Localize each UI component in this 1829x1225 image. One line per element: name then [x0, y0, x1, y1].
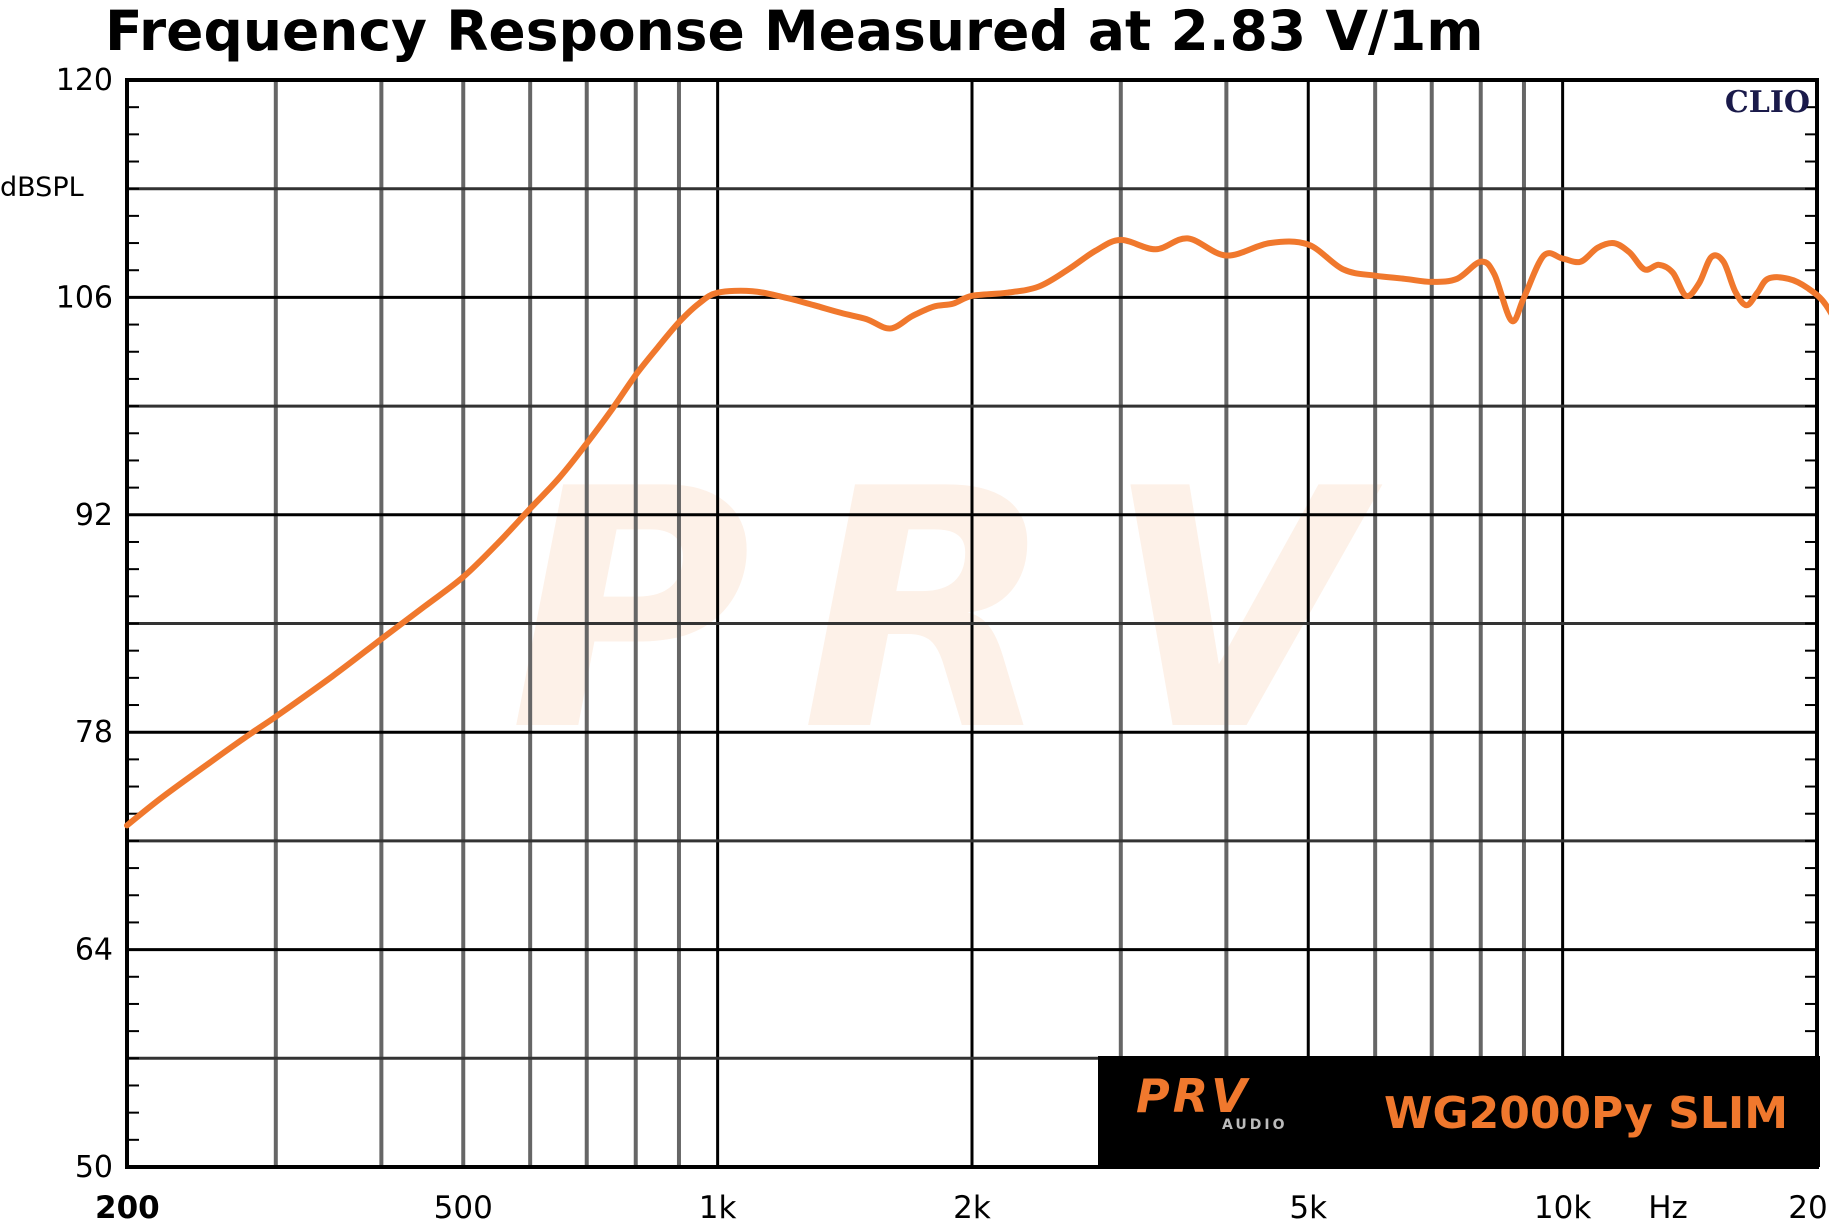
- y-tick-label: 120: [56, 63, 113, 98]
- plot-border: [125, 78, 1819, 1169]
- y-tick-label: 92: [75, 498, 113, 533]
- x-tick-label: 5k: [1289, 1190, 1327, 1225]
- product-badge: PRV AUDIO WG2000Py SLIM: [1098, 1056, 1820, 1167]
- clio-label: CLIO: [1725, 85, 1810, 120]
- x-tick-labels: 200 500 1k 2k 5k 10k 20k: [95, 1190, 1829, 1225]
- x-tick-label: 2k: [953, 1190, 991, 1225]
- y-axis-label: dBSPL: [0, 172, 84, 203]
- x-tick-label: 20k: [1788, 1190, 1829, 1225]
- y-tick-labels: 50 64 78 92 106 120: [56, 63, 113, 1185]
- y-tick-label: 78: [75, 715, 113, 750]
- x-tick-label: 500: [434, 1190, 493, 1225]
- y-tick-label: 64: [75, 933, 113, 968]
- watermark-logo: PRV: [509, 419, 1410, 803]
- badge-logo-subtext: AUDIO: [1222, 1117, 1288, 1133]
- frequency-response-curve: [124, 235, 1829, 829]
- x-tick-label: 200: [95, 1190, 160, 1225]
- x-unit-label: Hz: [1648, 1190, 1688, 1225]
- badge-background: [1098, 1056, 1820, 1167]
- x-tick-label: 1k: [699, 1190, 737, 1225]
- chart-title: Frequency Response Measured at 2.83 V/1m: [105, 0, 1484, 63]
- badge-logo: PRV: [1136, 1069, 1250, 1123]
- x-tick-label: 10k: [1534, 1190, 1591, 1225]
- series-group: [124, 235, 1829, 829]
- y-tick-label: 106: [56, 280, 113, 315]
- y-tick-label: 50: [75, 1150, 113, 1185]
- badge-model-name: WG2000Py SLIM: [1384, 1088, 1788, 1139]
- grid-lines: [127, 80, 1817, 1167]
